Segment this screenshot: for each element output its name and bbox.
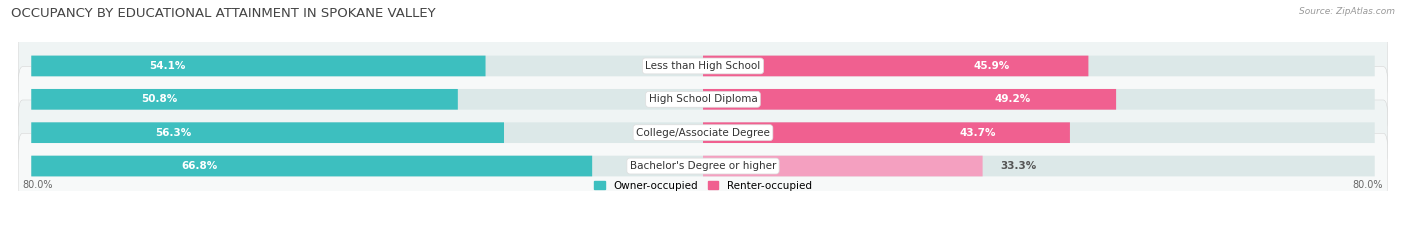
FancyBboxPatch shape bbox=[31, 156, 1375, 176]
Text: Bachelor's Degree or higher: Bachelor's Degree or higher bbox=[630, 161, 776, 171]
Text: 43.7%: 43.7% bbox=[960, 128, 997, 138]
FancyBboxPatch shape bbox=[31, 56, 485, 76]
Text: 50.8%: 50.8% bbox=[141, 94, 177, 104]
FancyBboxPatch shape bbox=[31, 122, 503, 143]
Text: 56.3%: 56.3% bbox=[155, 128, 191, 138]
Text: College/Associate Degree: College/Associate Degree bbox=[636, 128, 770, 138]
FancyBboxPatch shape bbox=[18, 100, 1388, 165]
Text: 33.3%: 33.3% bbox=[1000, 161, 1036, 171]
Text: Source: ZipAtlas.com: Source: ZipAtlas.com bbox=[1299, 7, 1395, 16]
Text: 66.8%: 66.8% bbox=[181, 161, 218, 171]
FancyBboxPatch shape bbox=[703, 56, 1088, 76]
Text: 49.2%: 49.2% bbox=[994, 94, 1031, 104]
FancyBboxPatch shape bbox=[31, 122, 1375, 143]
FancyBboxPatch shape bbox=[703, 156, 983, 176]
FancyBboxPatch shape bbox=[18, 33, 1388, 99]
Text: 54.1%: 54.1% bbox=[149, 61, 186, 71]
FancyBboxPatch shape bbox=[31, 89, 1375, 110]
Text: 80.0%: 80.0% bbox=[1353, 180, 1384, 190]
Text: Less than High School: Less than High School bbox=[645, 61, 761, 71]
FancyBboxPatch shape bbox=[31, 56, 1375, 76]
Text: High School Diploma: High School Diploma bbox=[648, 94, 758, 104]
FancyBboxPatch shape bbox=[31, 89, 458, 110]
Text: 80.0%: 80.0% bbox=[22, 180, 53, 190]
Legend: Owner-occupied, Renter-occupied: Owner-occupied, Renter-occupied bbox=[591, 176, 815, 195]
Text: OCCUPANCY BY EDUCATIONAL ATTAINMENT IN SPOKANE VALLEY: OCCUPANCY BY EDUCATIONAL ATTAINMENT IN S… bbox=[11, 7, 436, 20]
FancyBboxPatch shape bbox=[18, 67, 1388, 132]
FancyBboxPatch shape bbox=[703, 89, 1116, 110]
Text: 45.9%: 45.9% bbox=[974, 61, 1010, 71]
FancyBboxPatch shape bbox=[31, 156, 592, 176]
FancyBboxPatch shape bbox=[703, 122, 1070, 143]
FancyBboxPatch shape bbox=[18, 133, 1388, 199]
